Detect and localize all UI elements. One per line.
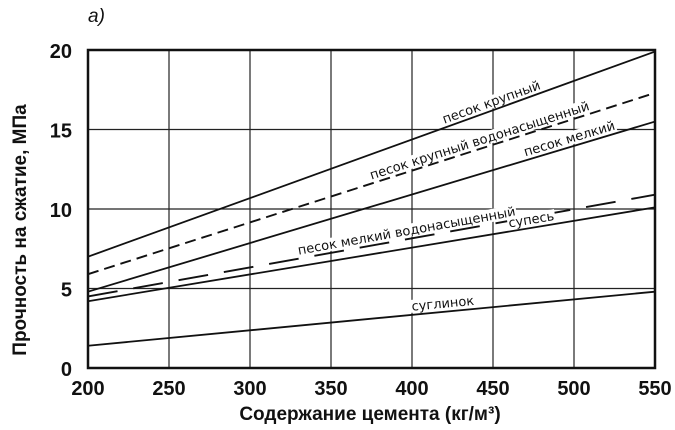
x-tick-labels: 200 250 300 350 400 450 500 550 — [71, 378, 671, 400]
x-tick-label: 450 — [476, 378, 509, 400]
series-label-4: супесь — [507, 209, 555, 231]
series-line-2 — [87, 120, 656, 293]
x-tick-label: 300 — [233, 378, 266, 400]
series-label-bg-1 — [367, 98, 592, 182]
x-tick-label: 350 — [314, 378, 347, 400]
y-axis-title: Прочность на сжатие, МПа — [10, 104, 31, 356]
x-tick-label: 400 — [395, 378, 428, 400]
x-tick-label: 200 — [71, 378, 104, 400]
y-tick-label: 0 — [61, 359, 72, 381]
series-label-bg-4 — [506, 208, 557, 230]
x-axis-title: Содержание цемента (кг/м³) — [239, 404, 500, 425]
series-label-bg-5 — [409, 293, 476, 313]
y-tick-label: 20 — [50, 41, 72, 63]
y-tick-label: 5 — [61, 280, 72, 302]
x-tick-label: 550 — [638, 378, 671, 400]
series-lines — [87, 50, 656, 347]
series-line-4 — [87, 206, 656, 303]
series-line-5 — [87, 290, 656, 347]
series-line-0 — [87, 50, 656, 258]
plot-frame — [86, 48, 657, 370]
series-line-1 — [87, 92, 656, 276]
series-label-bg-0 — [439, 78, 543, 127]
series-label-5: суглинок — [411, 294, 475, 315]
series-label-bg-3 — [295, 204, 518, 257]
x-tick-label: 250 — [152, 378, 185, 400]
x-tick-label: 500 — [557, 378, 590, 400]
y-tick-label: 10 — [50, 200, 72, 222]
series-line-3 — [87, 193, 656, 298]
series-label-3: песок мелкий водонасыщенный — [297, 205, 517, 259]
y-tick-labels: 0 5 10 15 20 — [50, 41, 72, 381]
panel-label: a) — [88, 6, 105, 27]
y-tick-label: 15 — [50, 121, 72, 143]
series-label-bg-2 — [521, 118, 618, 159]
